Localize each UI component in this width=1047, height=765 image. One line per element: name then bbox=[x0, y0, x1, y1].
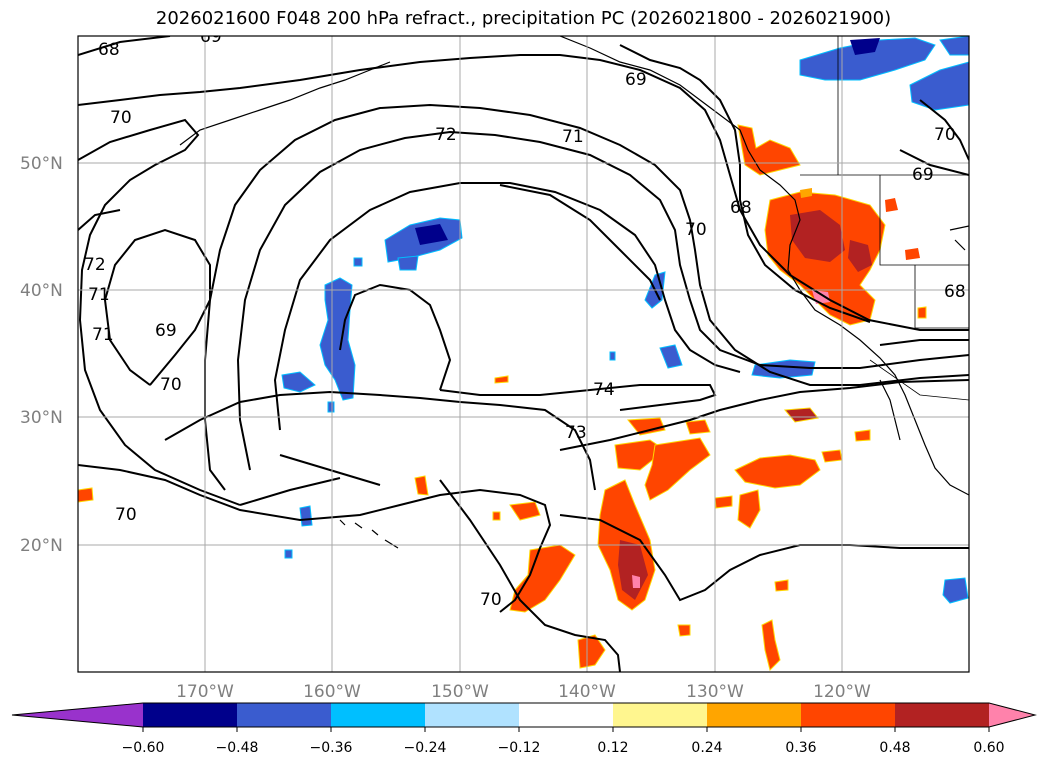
contour-label: 70 bbox=[480, 590, 502, 610]
contour-label: 68 bbox=[944, 282, 966, 302]
map-title: 2026021600 F048 200 hPa refract., precip… bbox=[155, 8, 892, 29]
colorbar-segment bbox=[519, 703, 614, 727]
colorbar-segment bbox=[237, 703, 332, 727]
contour-label: 71 bbox=[562, 127, 584, 147]
contour-label: 70 bbox=[934, 125, 956, 145]
colorbar-tick-label: −0.60 bbox=[122, 740, 165, 756]
colorbar-segment bbox=[143, 703, 238, 727]
contour-label: 71 bbox=[88, 285, 110, 305]
colorbar-segment bbox=[707, 703, 802, 727]
contour-label: 70 bbox=[115, 505, 137, 525]
contour-labels: 68 69 70 72 71 71 69 70 68 69 70 72 71 6… bbox=[84, 27, 966, 610]
colorbar: −0.60 −0.48 −0.36 −0.24 −0.12 0.12 0.24 0.36 0.4… bbox=[11, 702, 1037, 756]
colorbar-tick-label: −0.24 bbox=[404, 740, 447, 756]
colorbar-tick-label: 0.36 bbox=[785, 740, 816, 756]
lon-label: 160°W bbox=[303, 682, 361, 702]
colorbar-segment bbox=[801, 703, 896, 727]
contour-label: 68 bbox=[730, 198, 752, 218]
colorbar-segment bbox=[425, 703, 520, 727]
lat-label: 30°N bbox=[20, 408, 63, 428]
colorbar-tick-label: −0.12 bbox=[498, 740, 541, 756]
precip-positive-fills bbox=[78, 124, 927, 671]
contour-label: 68 bbox=[98, 40, 120, 60]
lon-label: 150°W bbox=[431, 682, 489, 702]
contour-label: 69 bbox=[155, 321, 177, 341]
contour-label: 71 bbox=[92, 325, 114, 345]
lon-label: 130°W bbox=[686, 682, 744, 702]
lon-label: 140°W bbox=[558, 682, 616, 702]
colorbar-tick-label: 0.24 bbox=[691, 740, 722, 756]
colorbar-extend-min bbox=[12, 703, 143, 727]
borders bbox=[800, 36, 969, 401]
contour-label: 69 bbox=[625, 70, 647, 90]
colorbar-tick-label: −0.36 bbox=[310, 740, 353, 756]
contour-label: 69 bbox=[200, 27, 222, 47]
contour-label: 72 bbox=[84, 255, 106, 275]
colorbar-segment bbox=[895, 703, 990, 727]
graticule bbox=[78, 36, 969, 672]
contour-label: 70 bbox=[110, 108, 132, 128]
lat-label: 50°N bbox=[20, 154, 63, 174]
colorbar-segment bbox=[331, 703, 426, 727]
latitude-labels: 50°N 40°N 30°N 20°N bbox=[20, 154, 63, 556]
lat-label: 20°N bbox=[20, 536, 63, 556]
contour-label: 74 bbox=[593, 380, 615, 400]
colorbar-tick-label: 0.48 bbox=[879, 740, 910, 756]
lon-label: 170°W bbox=[176, 682, 234, 702]
colorbar-tick-label: −0.48 bbox=[216, 740, 259, 756]
lat-label: 40°N bbox=[20, 281, 63, 301]
contour-label: 73 bbox=[565, 423, 587, 443]
colorbar-segment bbox=[613, 703, 708, 727]
colorbar-tick-label: 0.12 bbox=[597, 740, 628, 756]
colorbar-extend-max bbox=[989, 703, 1035, 727]
contour-label: 72 bbox=[435, 125, 457, 145]
contour-label: 69 bbox=[912, 165, 934, 185]
contour-label: 70 bbox=[160, 375, 182, 395]
map-panel bbox=[78, 36, 969, 672]
colorbar-tick-label: 0.60 bbox=[973, 740, 1004, 756]
map-frame bbox=[77, 35, 970, 673]
contour-label: 70 bbox=[685, 220, 707, 240]
lon-label: 120°W bbox=[813, 682, 871, 702]
coastlines bbox=[179, 36, 969, 549]
longitude-labels: 170°W 160°W 150°W 140°W 130°W 120°W bbox=[176, 682, 871, 702]
